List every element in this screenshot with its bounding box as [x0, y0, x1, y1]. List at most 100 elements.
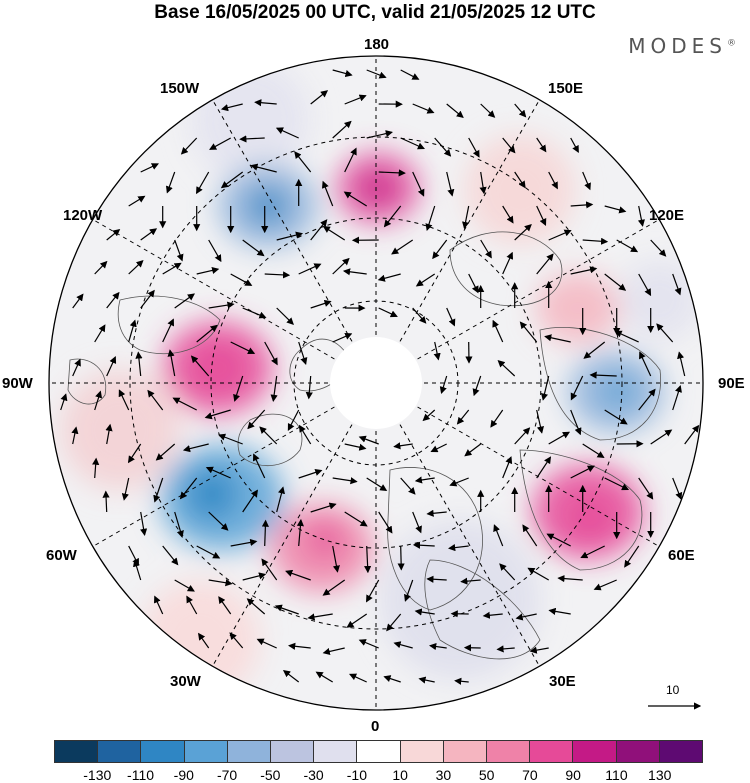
- colorbar-tick-label: -30: [303, 767, 324, 783]
- wind-vector: [570, 201, 594, 209]
- wind-vector: [315, 671, 334, 683]
- colorbar: [54, 740, 703, 763]
- wind-vector: [174, 579, 195, 592]
- wind-vector: [519, 321, 538, 343]
- anomaly-halo: [620, 260, 700, 340]
- colorbar-tick-label: -50: [260, 767, 281, 783]
- wind-vector: [208, 579, 233, 587]
- wind-vector: [71, 426, 79, 445]
- lon-label-150w: 150W: [160, 80, 200, 97]
- wind-vector: [570, 266, 598, 275]
- wind-vector: [637, 205, 645, 227]
- wind-vector: [270, 375, 278, 402]
- wind-vector: [614, 330, 639, 343]
- meridian-line: [375, 219, 660, 384]
- anomaly-core: [196, 346, 240, 390]
- wind-vector: [229, 632, 244, 649]
- wind-vector: [135, 351, 143, 377]
- wind-vector: [239, 135, 265, 143]
- wind-vector: [412, 171, 425, 197]
- wind-vector: [242, 572, 267, 581]
- wind-vector: [497, 359, 516, 377]
- wind-vector: [332, 257, 350, 275]
- wind-vector: [332, 120, 352, 139]
- wind-vector: [264, 341, 278, 366]
- colorbar-tick-label: -110: [127, 767, 155, 783]
- wind-vector: [186, 595, 198, 615]
- wind-vector: [264, 271, 291, 279]
- colorbar-segment: [141, 741, 185, 762]
- wind-vector: [162, 318, 174, 343]
- coastline: [117, 295, 221, 355]
- colorbar-segment: [357, 741, 401, 762]
- wind-vector: [282, 669, 300, 683]
- wind-vector: [133, 559, 142, 581]
- wind-vector: [261, 558, 278, 581]
- wind-vector: [321, 180, 334, 207]
- wind-vector: [496, 645, 515, 653]
- wind-vector: [358, 639, 379, 649]
- wind-vector: [261, 519, 269, 547]
- wind-vector: [536, 137, 547, 153]
- lon-label-90e: 90E: [718, 375, 745, 392]
- wind-vector: [656, 323, 674, 343]
- colorbar-tick-label: 130: [648, 767, 672, 783]
- wind-vector: [449, 477, 469, 487]
- wind-vector: [310, 219, 328, 241]
- wind-vector: [288, 642, 311, 650]
- anomaly-core: [309, 524, 341, 556]
- wind-vector: [310, 502, 337, 513]
- wind-vector: [256, 638, 277, 649]
- wind-vector: [514, 223, 532, 241]
- brand-text: MODES: [628, 34, 727, 58]
- wind-vector: [332, 477, 358, 485]
- wind-vector: [196, 171, 210, 195]
- wind-vector: [276, 231, 304, 241]
- wind-vector: [383, 205, 402, 228]
- wind-vector: [174, 293, 195, 309]
- wind-vector: [446, 171, 455, 197]
- wind-vector: [527, 567, 549, 581]
- colorbar-tick-label: -70: [216, 767, 238, 783]
- wind-vector: [624, 545, 640, 568]
- wind-vector: [583, 341, 606, 359]
- wind-vector: [540, 375, 550, 401]
- wind-vector: [604, 273, 627, 291]
- coastline: [237, 413, 303, 467]
- wind-vector: [570, 465, 595, 479]
- wind-vector: [638, 477, 654, 500]
- wind-vector: [502, 205, 514, 224]
- wind-vector: [349, 673, 367, 683]
- wind-vector: [147, 389, 164, 411]
- wind-vector: [422, 409, 436, 422]
- wind-vector: [364, 545, 372, 574]
- wind-vector: [174, 511, 184, 538]
- wind-vector: [128, 259, 144, 275]
- colorbar-tick-label: 110: [605, 767, 628, 783]
- wind-vector: [102, 490, 110, 513]
- wind-vector: [209, 137, 231, 150]
- wind-vector: [298, 341, 308, 365]
- wind-vector: [472, 375, 482, 397]
- anomaly-halo: [60, 370, 180, 490]
- wind-vector: [153, 477, 164, 503]
- wind-vector: [106, 228, 121, 241]
- wind-vector: [434, 137, 452, 157]
- wind-vector: [412, 307, 427, 324]
- colorbar-segment: [400, 741, 444, 762]
- wind-vector: [378, 511, 393, 534]
- latitude-circle: [210, 217, 542, 549]
- wind-vectors: [60, 69, 700, 685]
- wind-vector: [106, 356, 117, 377]
- map-boundary: [48, 55, 704, 711]
- wind-vector: [233, 375, 244, 402]
- wind-vector: [72, 358, 81, 377]
- wind-vector: [548, 431, 571, 445]
- coastline: [449, 231, 563, 307]
- lon-label-30w: 30W: [170, 673, 201, 690]
- anomaly-halo: [190, 60, 310, 180]
- wind-vector: [604, 205, 627, 214]
- wind-vector: [154, 595, 164, 615]
- wind-vector: [220, 103, 243, 112]
- colorbar-tick-label: 50: [478, 767, 495, 783]
